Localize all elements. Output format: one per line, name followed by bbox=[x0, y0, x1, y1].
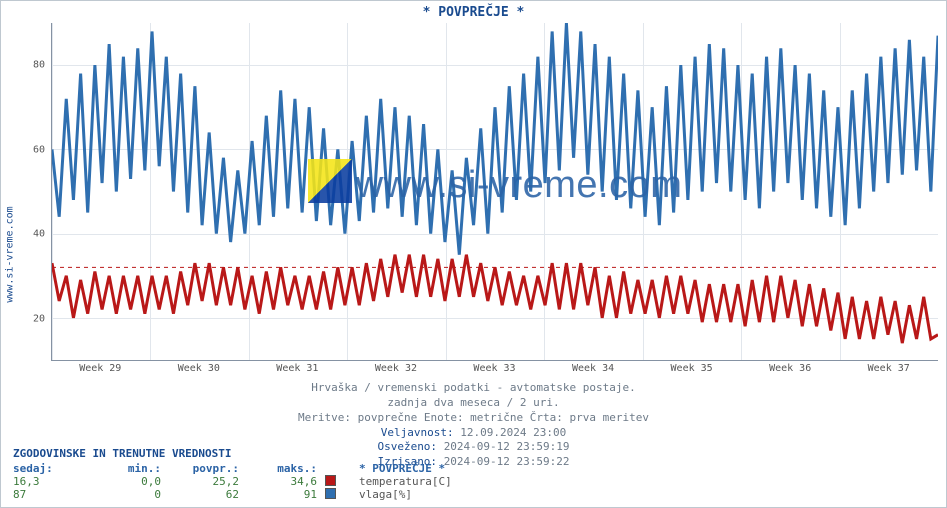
x-tick-label: Week 33 bbox=[473, 363, 515, 374]
stats-hdr-max: maks.: bbox=[247, 462, 317, 475]
line-svg bbox=[52, 23, 938, 360]
stats-val-now: 87 bbox=[13, 488, 83, 501]
plot-area: 20 40 60 80 www.si-vreme.com bbox=[23, 23, 938, 361]
stats-val-now: 16,3 bbox=[13, 475, 83, 488]
stats-title: ZGODOVINSKE IN TRENUTNE VREDNOSTI bbox=[13, 447, 934, 460]
legend-label: temperatura[C] bbox=[359, 475, 934, 488]
legend-label: vlaga[%] bbox=[359, 488, 934, 501]
x-tick-label: Week 32 bbox=[375, 363, 417, 374]
legend-swatch-icon bbox=[325, 475, 336, 486]
series-line bbox=[52, 23, 938, 255]
stats-val-avg: 62 bbox=[169, 488, 239, 501]
info-line-2: zadnja dva meseca / 2 uri. bbox=[1, 396, 946, 411]
x-tick-label: Week 30 bbox=[178, 363, 220, 374]
stats-grid: sedaj: min.: povpr.: maks.: * POVPREČJE * 16,… bbox=[13, 462, 934, 501]
x-axis: Week 29 Week 30 Week 31 Week 32 Week 33 Week … bbox=[51, 363, 938, 379]
x-tick-label: Week 31 bbox=[276, 363, 318, 374]
x-tick-label: Week 37 bbox=[868, 363, 910, 374]
stats-val-avg: 25,2 bbox=[169, 475, 239, 488]
legend-swatch-cell bbox=[325, 488, 351, 501]
info-line-4: Veljavnost: 12.09.2024 23:00 bbox=[1, 426, 946, 441]
stats-hdr-now: sedaj: bbox=[13, 462, 83, 475]
stats-val-min: 0 bbox=[91, 488, 161, 501]
stats-block: ZGODOVINSKE IN TRENUTNE VREDNOSTI sedaj:… bbox=[13, 447, 934, 501]
y-axis: 20 40 60 80 bbox=[23, 23, 49, 361]
x-tick-label: Week 35 bbox=[671, 363, 713, 374]
stats-hdr-legend: * POVPREČJE * bbox=[359, 462, 934, 475]
stats-hdr-min: min.: bbox=[91, 462, 161, 475]
chart-frame: * POVPREČJE * www.si-vreme.com 20 40 60 80 … bbox=[0, 0, 947, 508]
x-tick-label: Week 34 bbox=[572, 363, 614, 374]
stats-hdr-avg: povpr.: bbox=[169, 462, 239, 475]
y-tick-label: 40 bbox=[33, 229, 45, 240]
stats-val-max: 34,6 bbox=[247, 475, 317, 488]
stats-hdr-swatch bbox=[325, 462, 351, 475]
plot-canvas: www.si-vreme.com bbox=[51, 23, 938, 361]
y-tick-label: 80 bbox=[33, 60, 45, 71]
x-tick-label: Week 29 bbox=[79, 363, 121, 374]
info-line-3: Meritve: povprečne Enote: metrične Črta:… bbox=[1, 411, 946, 426]
y-tick-label: 20 bbox=[33, 313, 45, 324]
series-line bbox=[52, 255, 938, 343]
stats-val-max: 91 bbox=[247, 488, 317, 501]
chart-title: * POVPREČJE * bbox=[1, 5, 946, 20]
legend-swatch-cell bbox=[325, 475, 351, 488]
stats-val-min: 0,0 bbox=[91, 475, 161, 488]
info-line-1: Hrvaška / vremenski podatki - avtomatske… bbox=[1, 381, 946, 396]
y-tick-label: 60 bbox=[33, 144, 45, 155]
site-label-vertical: www.si-vreme.com bbox=[5, 206, 16, 302]
legend-swatch-icon bbox=[325, 488, 336, 499]
x-tick-label: Week 36 bbox=[769, 363, 811, 374]
